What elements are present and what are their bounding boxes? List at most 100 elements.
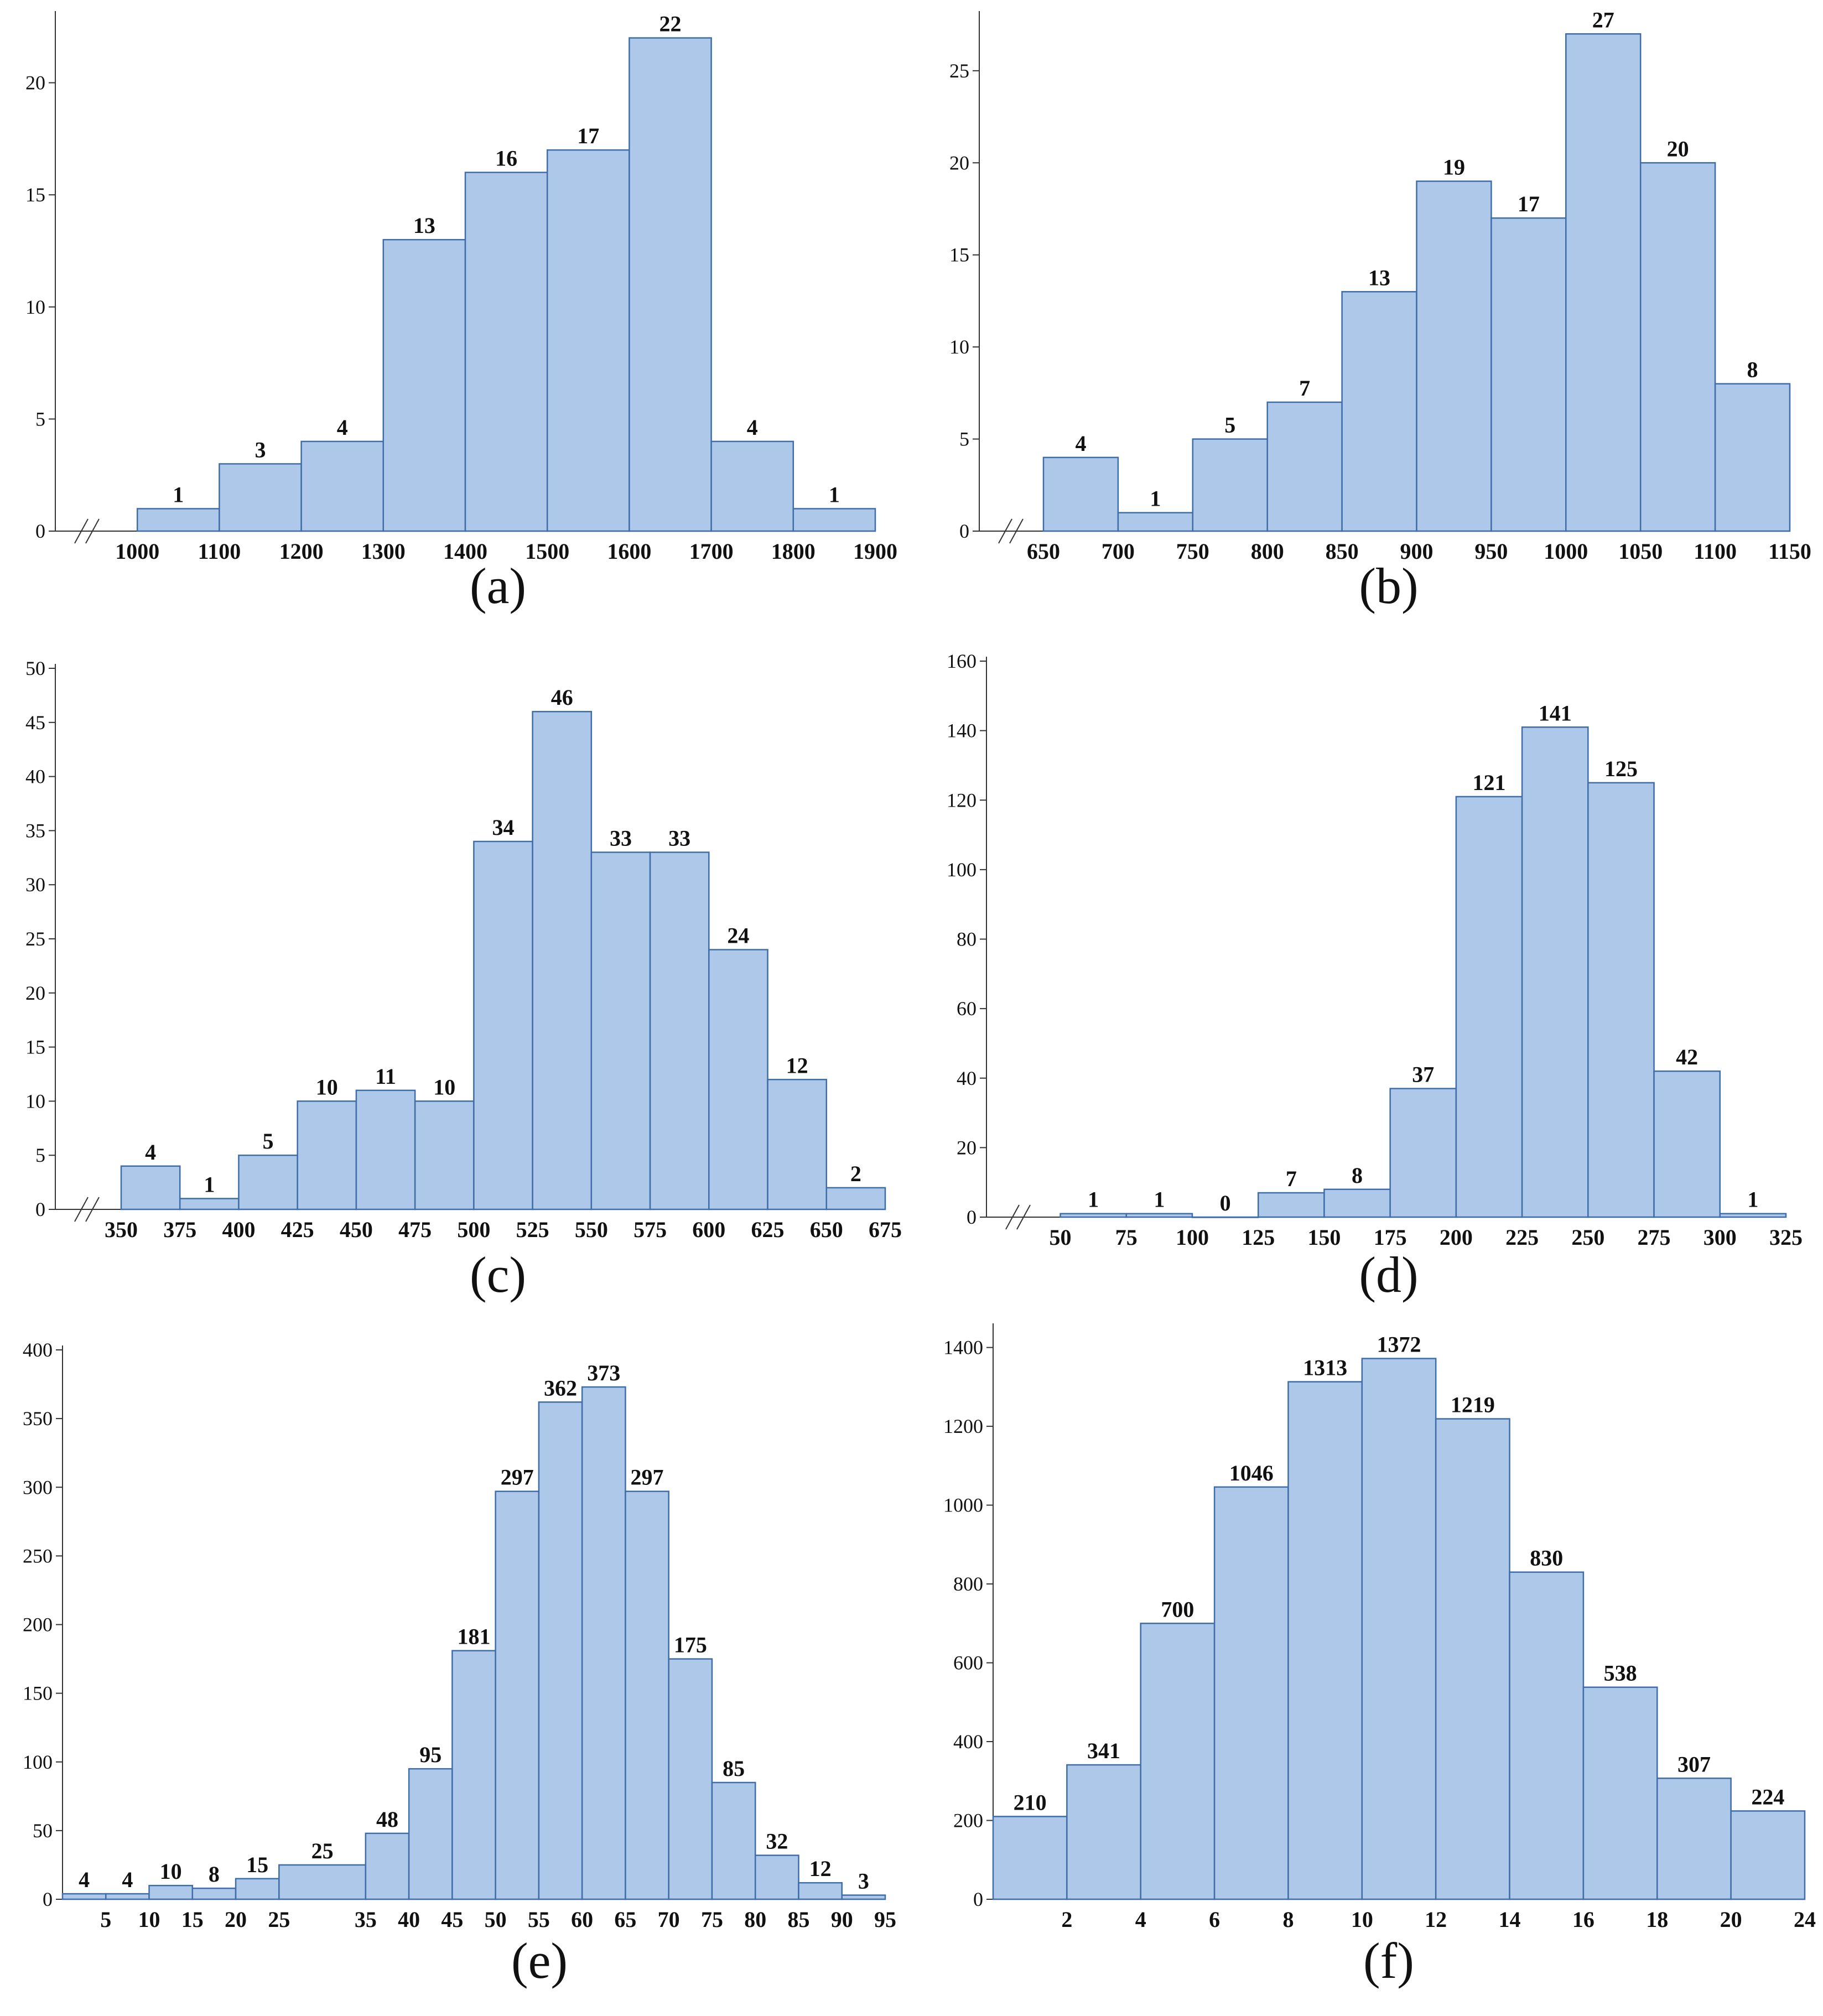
bar-value-label: 33 — [610, 826, 632, 851]
y-tick-label: 100 — [23, 1751, 53, 1773]
y-tick-label: 400 — [23, 1339, 53, 1361]
histogram-bar — [992, 1816, 1068, 1900]
histogram-bar — [1266, 401, 1343, 532]
x-tick-label: 950 — [1474, 539, 1508, 564]
histogram-bar — [532, 710, 593, 1210]
y-tick-label: 40 — [957, 1067, 977, 1089]
bar-value-label: 5 — [263, 1129, 274, 1154]
histogram-bar — [798, 1882, 843, 1900]
y-tick-label: 350 — [23, 1407, 53, 1430]
bar-value-label: 11 — [375, 1064, 396, 1089]
bar-value-label: 141 — [1539, 700, 1572, 725]
x-tick-label: 1150 — [1768, 539, 1811, 564]
histogram-bar — [1714, 383, 1791, 532]
bar-value-label: 175 — [674, 1633, 707, 1658]
histogram-bar — [1213, 1486, 1289, 1900]
x-tick-label: 1050 — [1618, 539, 1663, 564]
bar-value-label: 341 — [1087, 1738, 1120, 1763]
x-tick-label: 525 — [516, 1217, 549, 1242]
x-tick-label: 10 — [138, 1907, 160, 1932]
bar-value-label: 362 — [544, 1375, 577, 1400]
bar-value-label: 3 — [255, 437, 266, 462]
y-tick-label: 200 — [23, 1614, 53, 1636]
x-tick-label: 95 — [874, 1907, 896, 1932]
axis-break-mark — [1016, 1204, 1031, 1230]
y-tick-label: 40 — [25, 766, 45, 788]
x-tick-label: 10 — [1351, 1907, 1373, 1932]
bar-value-label: 42 — [1676, 1045, 1698, 1069]
histogram-bar — [1042, 456, 1119, 532]
histogram-bar — [355, 1089, 416, 1210]
histogram-bar — [1341, 291, 1417, 532]
y-tick-label: 600 — [953, 1652, 983, 1674]
x-tick-label: 175 — [1374, 1225, 1407, 1250]
histogram-bar — [841, 1894, 886, 1900]
chart-panel-f: 0200400600800100012001400210341700104613… — [943, 1323, 1816, 1989]
panel-caption: (b) — [1359, 558, 1418, 614]
y-tick-label: 160 — [947, 650, 977, 672]
y-tick-label: 800 — [953, 1573, 983, 1595]
x-tick-label: 25 — [268, 1907, 290, 1932]
histogram-bar — [191, 1887, 237, 1900]
bar-value-label: 1 — [173, 482, 184, 507]
axis-break-mark — [1005, 1204, 1020, 1230]
x-tick-label: 20 — [225, 1907, 247, 1932]
bar-value-label: 4 — [1075, 431, 1086, 456]
bar-value-label: 210 — [1014, 1790, 1047, 1815]
y-tick-label: 50 — [33, 1820, 53, 1842]
histogram-bar — [625, 1490, 669, 1900]
histogram-bar — [708, 949, 768, 1210]
x-tick-label: 35 — [355, 1907, 377, 1932]
bar-value-label: 7 — [1299, 376, 1310, 401]
bar-value-label: 22 — [659, 12, 682, 37]
histogram-bar — [1435, 1418, 1510, 1900]
x-tick-label: 650 — [1027, 539, 1060, 564]
bar-value-label: 17 — [1518, 191, 1540, 216]
histogram-bar — [179, 1198, 240, 1210]
y-tick-label: 20 — [25, 72, 45, 94]
y-tick-label: 60 — [957, 997, 977, 1020]
y-tick-label: 25 — [949, 60, 969, 82]
y-tick-label: 35 — [25, 819, 45, 841]
x-tick-label: 225 — [1505, 1225, 1539, 1250]
y-tick-label: 1200 — [943, 1415, 983, 1437]
y-tick-label: 30 — [25, 874, 45, 896]
histogram-bar — [754, 1854, 799, 1900]
x-tick-label: 250 — [1571, 1225, 1604, 1250]
bar-value-label: 5 — [1224, 413, 1235, 438]
histogram-bar — [148, 1884, 194, 1900]
bar-value-label: 1 — [1150, 486, 1161, 511]
histogram-bar — [1455, 796, 1523, 1218]
x-tick-label: 1000 — [115, 539, 159, 564]
axis-break-mark — [74, 1197, 89, 1222]
histogram-bar — [382, 238, 466, 532]
x-tick-label: 325 — [1769, 1225, 1803, 1250]
histogram-bar — [238, 1154, 298, 1210]
axis-break-mark — [1009, 518, 1024, 544]
x-tick-label: 1900 — [853, 539, 897, 564]
y-tick-label: 20 — [957, 1136, 977, 1158]
x-tick-label: 400 — [222, 1217, 255, 1242]
histogram-bar — [1257, 1192, 1325, 1218]
x-tick-label: 150 — [1307, 1225, 1341, 1250]
histogram-bar — [1117, 512, 1194, 532]
x-tick-label: 300 — [1703, 1225, 1737, 1250]
x-tick-label: 200 — [1440, 1225, 1473, 1250]
bar-value-label: 46 — [551, 685, 573, 710]
x-tick-label: 45 — [441, 1907, 463, 1932]
histogram-bar — [1287, 1381, 1363, 1900]
panel-caption: (d) — [1359, 1246, 1418, 1303]
y-tick-label: 0 — [973, 1888, 983, 1910]
histogram-bar — [365, 1832, 410, 1900]
bar-value-label: 4 — [747, 415, 758, 440]
y-tick-label: 140 — [947, 720, 977, 742]
histogram-bar — [1389, 1088, 1457, 1218]
histogram-bar — [1656, 1778, 1732, 1900]
x-tick-label: 75 — [1115, 1225, 1138, 1250]
axis-break-mark — [85, 1197, 100, 1222]
panel-caption: (c) — [470, 1246, 526, 1303]
histogram-bar — [1582, 1686, 1658, 1900]
y-tick-label: 250 — [23, 1545, 53, 1567]
